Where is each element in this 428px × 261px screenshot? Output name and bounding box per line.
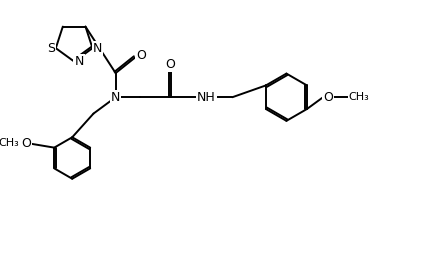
Text: S: S: [47, 42, 55, 55]
Text: N: N: [111, 91, 120, 104]
Text: CH₃: CH₃: [0, 138, 19, 148]
Text: NH: NH: [197, 91, 216, 104]
Text: N: N: [92, 42, 102, 55]
Text: CH₃: CH₃: [348, 92, 369, 102]
Text: N: N: [74, 55, 83, 68]
Text: O: O: [21, 137, 31, 150]
Text: O: O: [323, 91, 333, 104]
Text: O: O: [136, 49, 146, 62]
Text: O: O: [166, 58, 175, 71]
